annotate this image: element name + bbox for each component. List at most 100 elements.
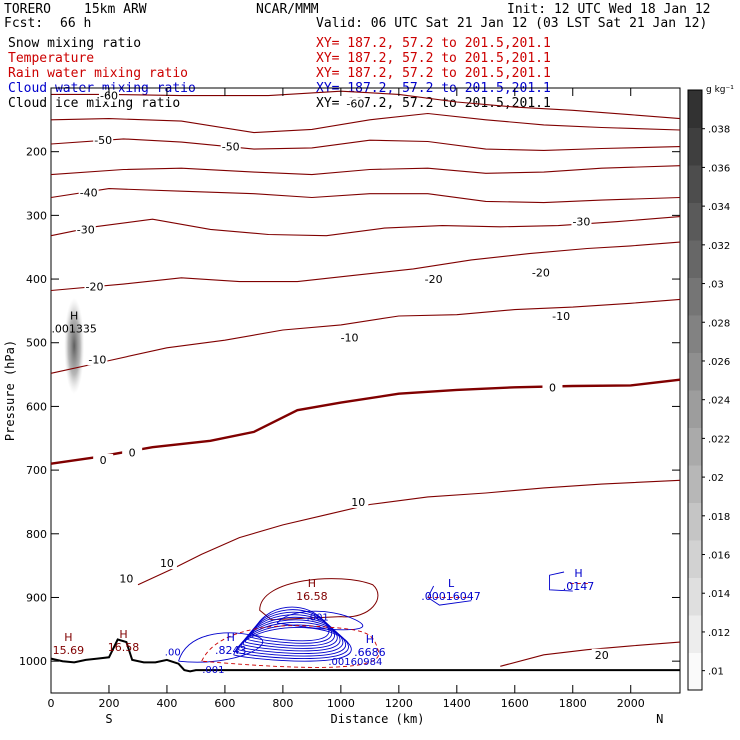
field-snow-name: Snow mixing ratio [8, 36, 142, 51]
colorbar-segment [688, 315, 702, 353]
x-axis-label: Distance (km) [331, 712, 425, 726]
cloud-water-contour [242, 616, 341, 652]
colorbar-segment [688, 202, 702, 241]
y-tick-label: 300 [26, 209, 47, 222]
x-tick-label: 1400 [443, 697, 471, 710]
colorbar-segment [688, 390, 702, 428]
temperature-contour-label: 10 [119, 572, 133, 585]
extremum-marker: H [574, 567, 582, 580]
cloud-value-label: .001 [307, 613, 329, 624]
field-cloud-ice-name: Cloud ice mixing ratio [8, 96, 181, 111]
temperature-contour-label: -10 [88, 353, 106, 366]
x-tick-label: 1000 [327, 697, 355, 710]
cloud-water-contour [235, 624, 349, 659]
temperature-contour [51, 90, 681, 120]
temperature-contour-label: -60 [100, 90, 118, 103]
x-tick-label: 600 [214, 697, 235, 710]
temperature-contour-label: -60 [346, 97, 364, 110]
extremum-marker: H [366, 633, 374, 646]
contour-label-bg [423, 273, 444, 286]
cloud-water-contour [427, 585, 472, 606]
valid-time: Valid: 06 UTC Sat 21 Jan 12 (03 LST Sat … [316, 16, 708, 31]
temperature-contour-label: -10 [552, 310, 570, 323]
extremum-marker: H [70, 310, 78, 323]
extremum-marker: H [119, 628, 127, 641]
x-tick-label: 0 [48, 697, 55, 710]
temperature-contour-label: 20 [595, 649, 609, 662]
x-tick-label: 1800 [559, 697, 587, 710]
terrain-line [50, 638, 680, 673]
colorbar-frame [687, 89, 703, 691]
temperature-contour [50, 298, 681, 374]
extremum-value: 16.58 [296, 590, 328, 603]
contour-label-bg [530, 266, 551, 279]
temperature-contour [259, 578, 379, 621]
colorbar-tick-label: .028 [708, 318, 730, 329]
cloud-water-contour [237, 621, 347, 657]
cloud-water-contour [244, 614, 338, 649]
temperature-contour [50, 378, 681, 465]
colorbar-segment [688, 240, 702, 278]
temperature-contour [50, 216, 681, 237]
colorbar-segment [688, 502, 702, 541]
contour-label-bg [75, 223, 96, 236]
x-tick-label: 200 [98, 697, 119, 710]
extremum-marker: H [64, 631, 72, 644]
forecast-label: Fcst: [4, 16, 44, 31]
contour-label-bg [591, 648, 612, 661]
init-time: Init: 12 UTC Wed 18 Jan 12 [507, 2, 711, 17]
contour-label-bg [348, 495, 369, 508]
y-tick-label: 800 [26, 528, 47, 541]
colorbar-tick-label: .01 [708, 667, 724, 678]
field-rain-name: Rain water mixing ratio [8, 66, 189, 81]
y-tick-label: 200 [26, 146, 47, 159]
temperature-contour [50, 188, 681, 204]
temperature-contour-label: 0 [100, 454, 107, 467]
extremum-value: 16.58 [108, 641, 140, 654]
north-end-label: N [656, 712, 663, 726]
colorbar-tick-label: .032 [708, 241, 730, 252]
cloud-water-contour [249, 609, 333, 644]
contour-label-bg [156, 557, 177, 570]
temperature-contour-label: -30 [572, 216, 590, 229]
temperature-contour [50, 165, 681, 176]
colorbar-tick-label: .018 [708, 512, 730, 523]
forecast-hour: 66 h [60, 16, 92, 31]
extremum-value: .001335 [51, 323, 97, 336]
colorbar-tick-label: .012 [708, 628, 730, 639]
colorbar-tick-label: .03 [708, 280, 724, 291]
colorbar-tick-label: .038 [708, 125, 730, 136]
snow-mixing-shading [64, 297, 85, 394]
colorbar-unit: g kg⁻¹ [706, 85, 734, 95]
colorbar-tick-label: .026 [708, 357, 730, 368]
temperature-contour-label: -30 [77, 223, 95, 236]
colorbar-segment [688, 90, 702, 128]
field-snow-xy: XY= 187.2, 57.2 to 201.5,201.1 [316, 36, 551, 51]
temperature-contour [500, 641, 681, 667]
x-tick-label: 400 [156, 697, 177, 710]
extremum-marker: H [227, 631, 235, 644]
extremum-marker: L [448, 577, 455, 590]
field-temperature-xy: XY= 187.2, 57.2 to 201.5,201.1 [316, 51, 551, 66]
temperature-contour-label: -50 [94, 134, 112, 147]
temperature-contour-label: 10 [351, 496, 365, 509]
rain-water-contour [201, 625, 380, 668]
temperature-contour [50, 112, 681, 134]
model-resolution: 15km ARW [84, 2, 147, 17]
contour-label-bg [551, 309, 572, 322]
colorbar-segment [688, 465, 702, 503]
x-tick-label: 800 [272, 697, 293, 710]
colorbar-segment [688, 165, 702, 203]
temperature-contour [50, 138, 681, 151]
y-tick-label: 500 [26, 337, 47, 350]
colorbar-tick-label: .024 [708, 396, 730, 407]
cloud-water-contour [276, 610, 364, 631]
cloud-water-contour [233, 627, 352, 662]
colorbar-segment [688, 127, 702, 166]
cloud-value-label: .00160984 [328, 657, 382, 668]
cloud-water-contour [549, 571, 573, 592]
temperature-contour-label: -20 [532, 267, 550, 280]
cloud-water-contour [240, 619, 344, 654]
colorbar-tick-label: .036 [708, 163, 730, 174]
contour-label-bg [84, 280, 105, 293]
